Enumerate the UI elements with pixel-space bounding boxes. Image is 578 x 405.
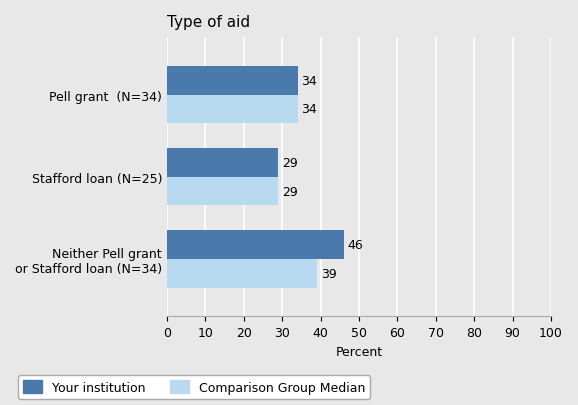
Bar: [167, 177, 279, 206]
Bar: [167, 230, 344, 259]
Text: 39: 39: [321, 267, 336, 280]
X-axis label: Percent: Percent: [335, 345, 383, 358]
Text: 29: 29: [282, 156, 298, 169]
Bar: [167, 149, 279, 177]
Text: Type of aid: Type of aid: [167, 15, 250, 30]
Text: 34: 34: [301, 103, 317, 116]
Bar: [167, 95, 298, 124]
Legend: Your institution, Comparison Group Median: Your institution, Comparison Group Media…: [18, 375, 370, 399]
Text: 29: 29: [282, 185, 298, 198]
Bar: [167, 259, 317, 288]
Text: 46: 46: [347, 238, 363, 251]
Bar: [167, 67, 298, 95]
Text: 34: 34: [301, 75, 317, 87]
